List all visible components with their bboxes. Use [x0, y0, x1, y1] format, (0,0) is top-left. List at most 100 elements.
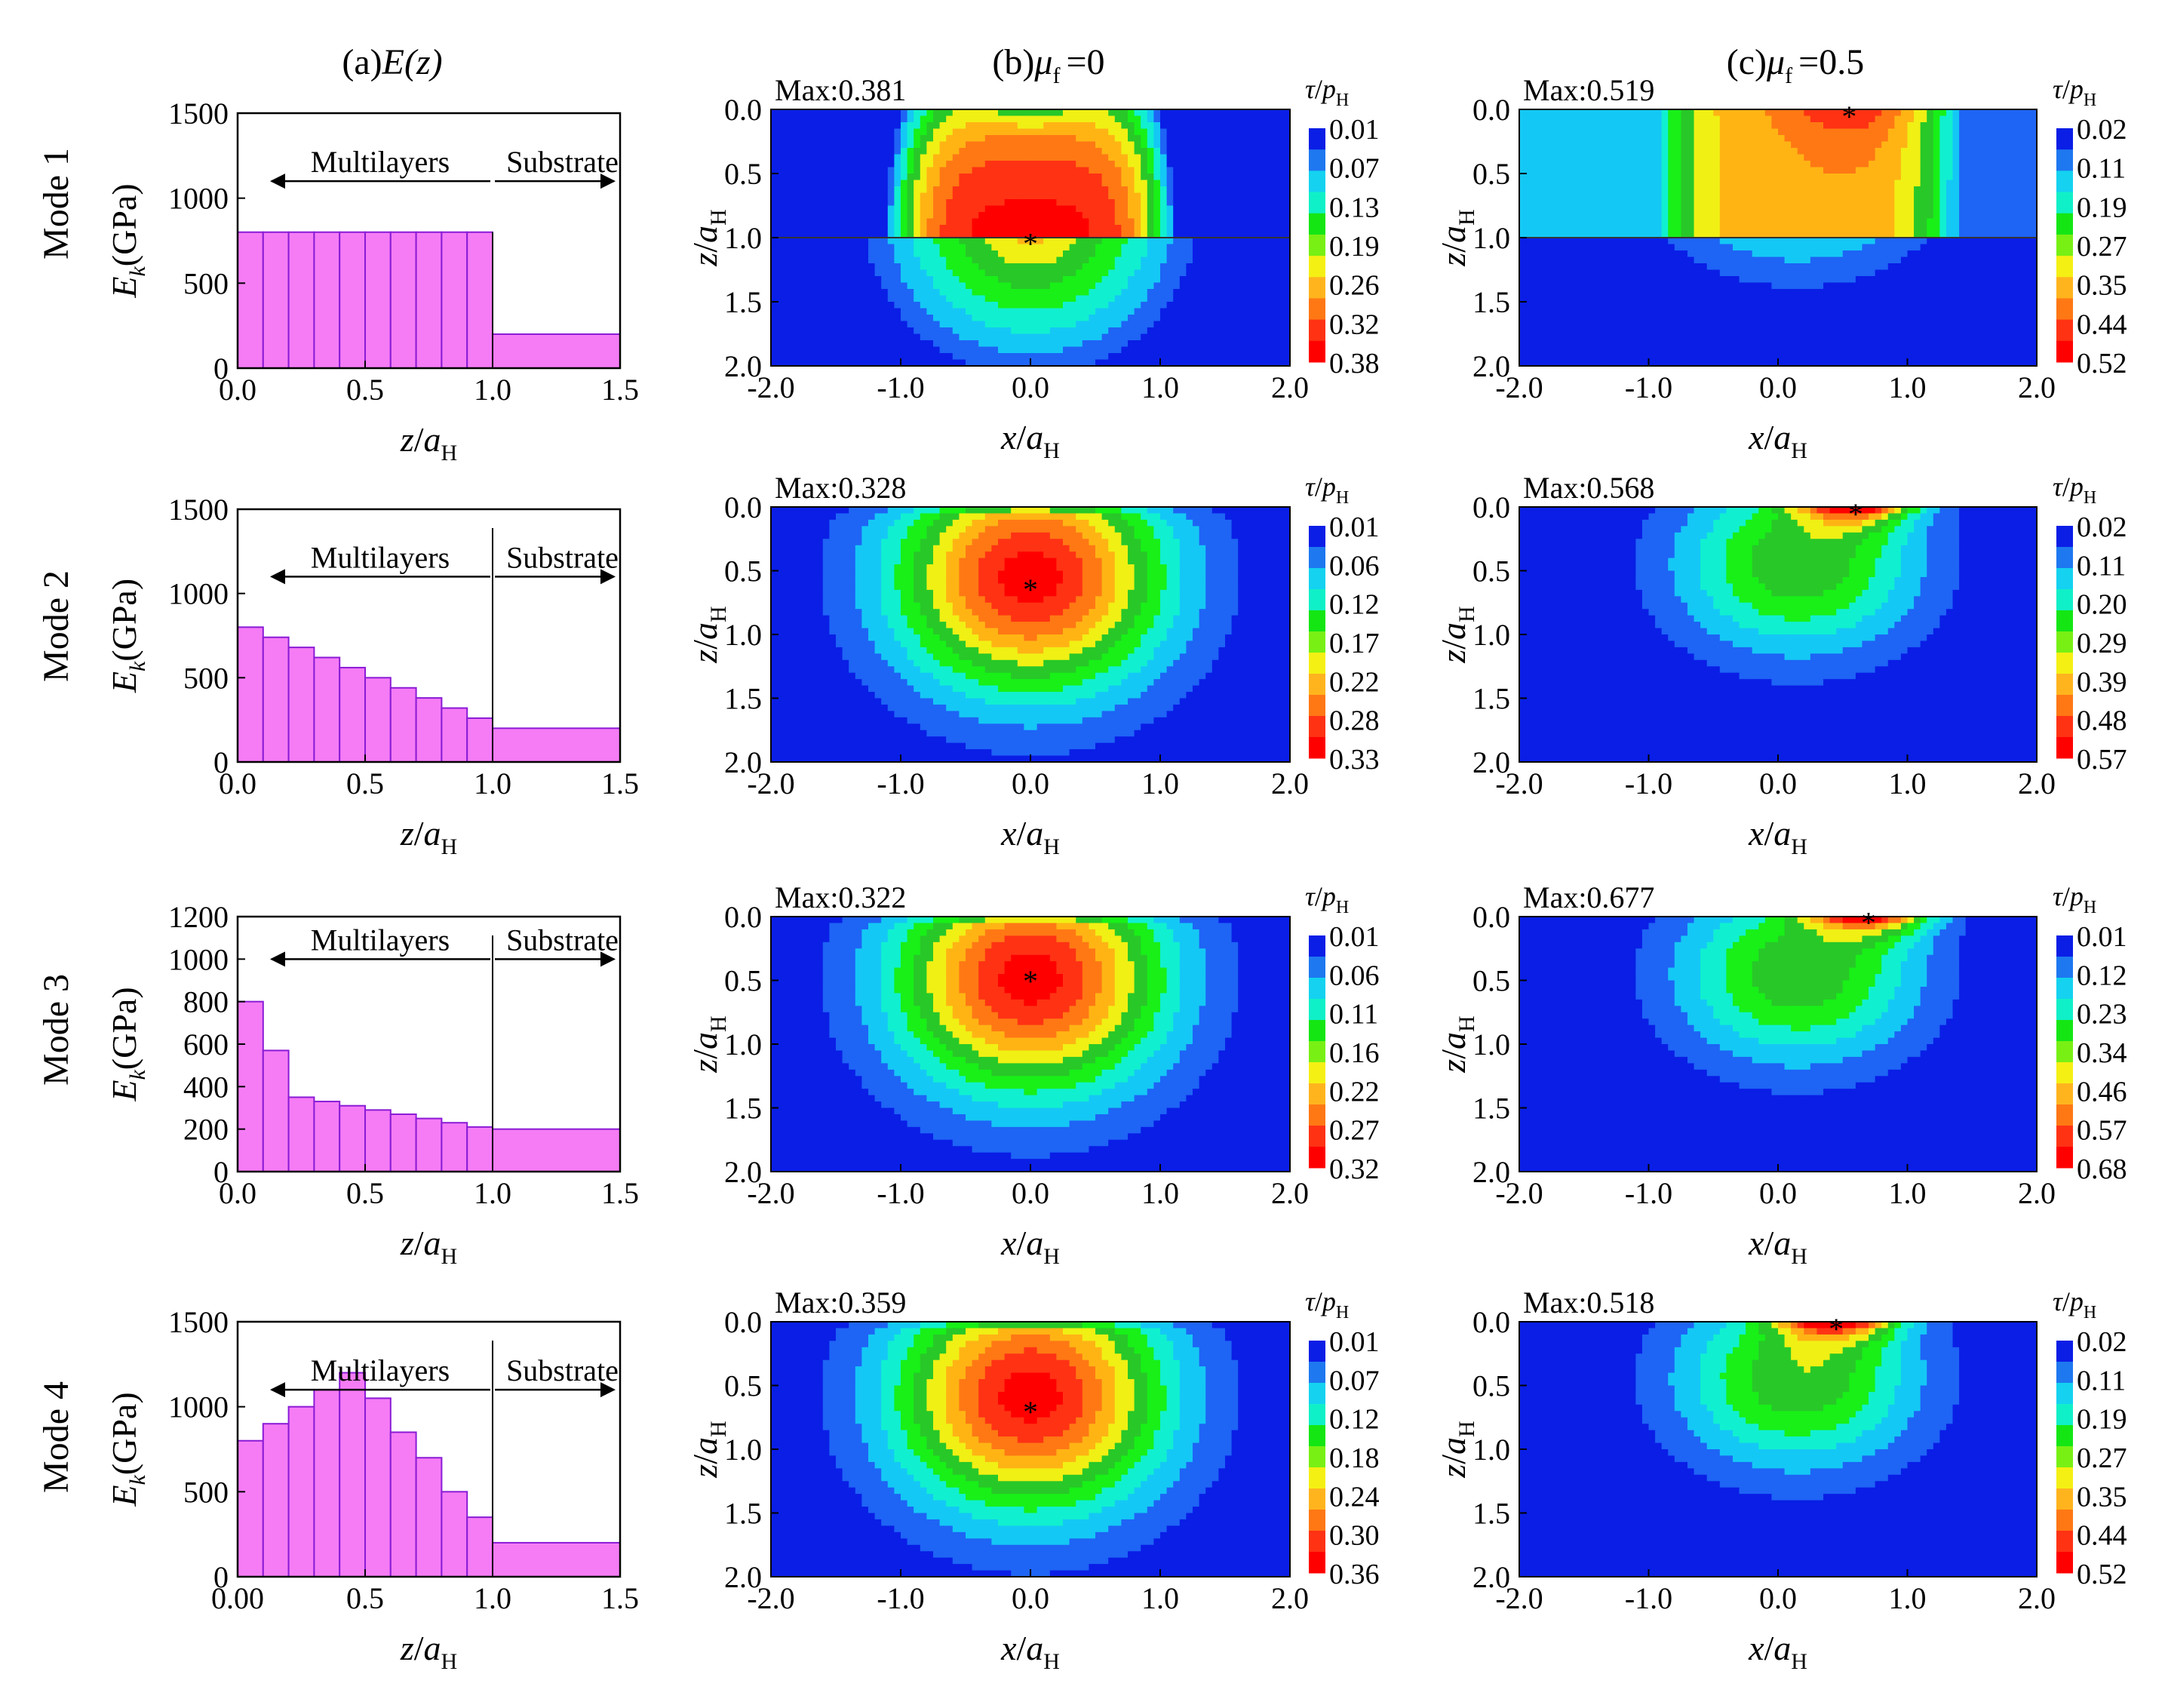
contour-cell [843, 129, 849, 136]
contour-cell [829, 199, 836, 206]
contour-cell [823, 244, 830, 251]
contour-cell [1005, 180, 1012, 187]
contour-cell [888, 283, 895, 290]
contour-cell [791, 212, 797, 219]
contour-cell [894, 315, 901, 321]
contour-cell [991, 309, 998, 315]
contour-cell [985, 199, 992, 206]
contour-cell [849, 212, 855, 219]
contour-cell [823, 174, 830, 180]
y-label-sub: k [125, 1070, 150, 1080]
contour-cell [868, 315, 875, 321]
contour-cell [861, 315, 868, 321]
contour-cell [991, 180, 998, 187]
contour-cell [861, 321, 868, 328]
contour-cell [959, 296, 966, 303]
contour-cell [849, 122, 855, 129]
contour-cell [888, 321, 895, 328]
contour-cell [888, 186, 895, 193]
contour-cell [881, 109, 888, 116]
contour-cell [998, 309, 1005, 315]
contour-cell [868, 142, 875, 149]
contour-cell [778, 142, 785, 149]
contour-cell [888, 148, 895, 155]
contour-cell [829, 238, 836, 244]
axis-label-slash: / [414, 814, 424, 852]
contour-cell [966, 250, 972, 257]
contour-cell [946, 109, 953, 116]
contour-cell [914, 302, 920, 309]
contour-cell [959, 276, 966, 283]
contour-cell [907, 206, 914, 213]
contour-cell [946, 302, 953, 309]
contour-cell [926, 199, 933, 206]
contour-cell [803, 250, 810, 257]
contour-cell [875, 193, 882, 200]
contour-cell [816, 334, 823, 341]
contour-cell [953, 155, 960, 161]
contour-cell [836, 347, 843, 354]
contour-cell [791, 340, 797, 347]
contour-cell [843, 186, 849, 193]
contour-cell [998, 244, 1005, 251]
contour-cell [771, 327, 778, 334]
elasticity-chart-mode-3: Multilayers Substrate02004006008001000120… [105, 900, 639, 1269]
contour-cell [985, 225, 992, 232]
contour-cell [946, 129, 953, 136]
y-tick-label: 1000 [168, 182, 229, 216]
layer-bar [238, 232, 263, 368]
substrate-bar [493, 728, 620, 762]
contour-cell [966, 296, 972, 303]
contour-cell [1005, 167, 1012, 174]
contour-cell [940, 283, 947, 290]
contour-cell [836, 122, 843, 129]
contour-cell [810, 250, 817, 257]
contour-cell [803, 309, 810, 315]
contour-cell [998, 340, 1005, 347]
axis-label-a: a [424, 814, 441, 852]
contour-cell [771, 180, 778, 187]
contour-cell [1005, 148, 1012, 155]
contour-cell [894, 116, 901, 123]
contour-cell [881, 244, 888, 251]
contour-cell [940, 109, 947, 116]
contour-cell [907, 238, 914, 244]
contour-cell [771, 122, 778, 129]
contour-cell [959, 244, 966, 251]
contour-cell [894, 135, 901, 142]
contour-cell [797, 276, 803, 283]
contour-cell [959, 193, 966, 200]
contour-cell [784, 135, 791, 142]
contour-cell [797, 116, 803, 123]
contour-cell [959, 109, 966, 116]
contour-cell [843, 161, 849, 167]
contour-cell [933, 327, 940, 334]
contour-cell [849, 186, 855, 193]
contour-cell [959, 142, 966, 149]
contour-cell [940, 206, 947, 213]
contour-cell [888, 212, 895, 219]
contour-cell [861, 238, 868, 244]
contour-cell [914, 276, 920, 283]
contour-cell [784, 167, 791, 174]
contour-cell [959, 315, 966, 321]
contour-cell [875, 199, 882, 206]
contour-cell [926, 180, 933, 187]
contour-cell [978, 270, 985, 277]
contour-cell [888, 142, 895, 149]
contour-cell [978, 353, 985, 360]
contour-cell [985, 142, 992, 149]
contour-cell [843, 321, 849, 328]
contour-cell [1005, 129, 1012, 136]
contour-cell [797, 180, 803, 187]
contour-cell [875, 109, 882, 116]
contour-cell [933, 276, 940, 283]
contour-cell [823, 327, 830, 334]
contour-cell [861, 193, 868, 200]
axis-label-var: z [400, 1629, 414, 1667]
contour-cell [926, 129, 933, 136]
x-tick-label: 1.5 [601, 373, 639, 407]
contour-cell [823, 212, 830, 219]
contour-cell [784, 238, 791, 244]
x-tick-label: 1.0 [474, 1176, 511, 1210]
